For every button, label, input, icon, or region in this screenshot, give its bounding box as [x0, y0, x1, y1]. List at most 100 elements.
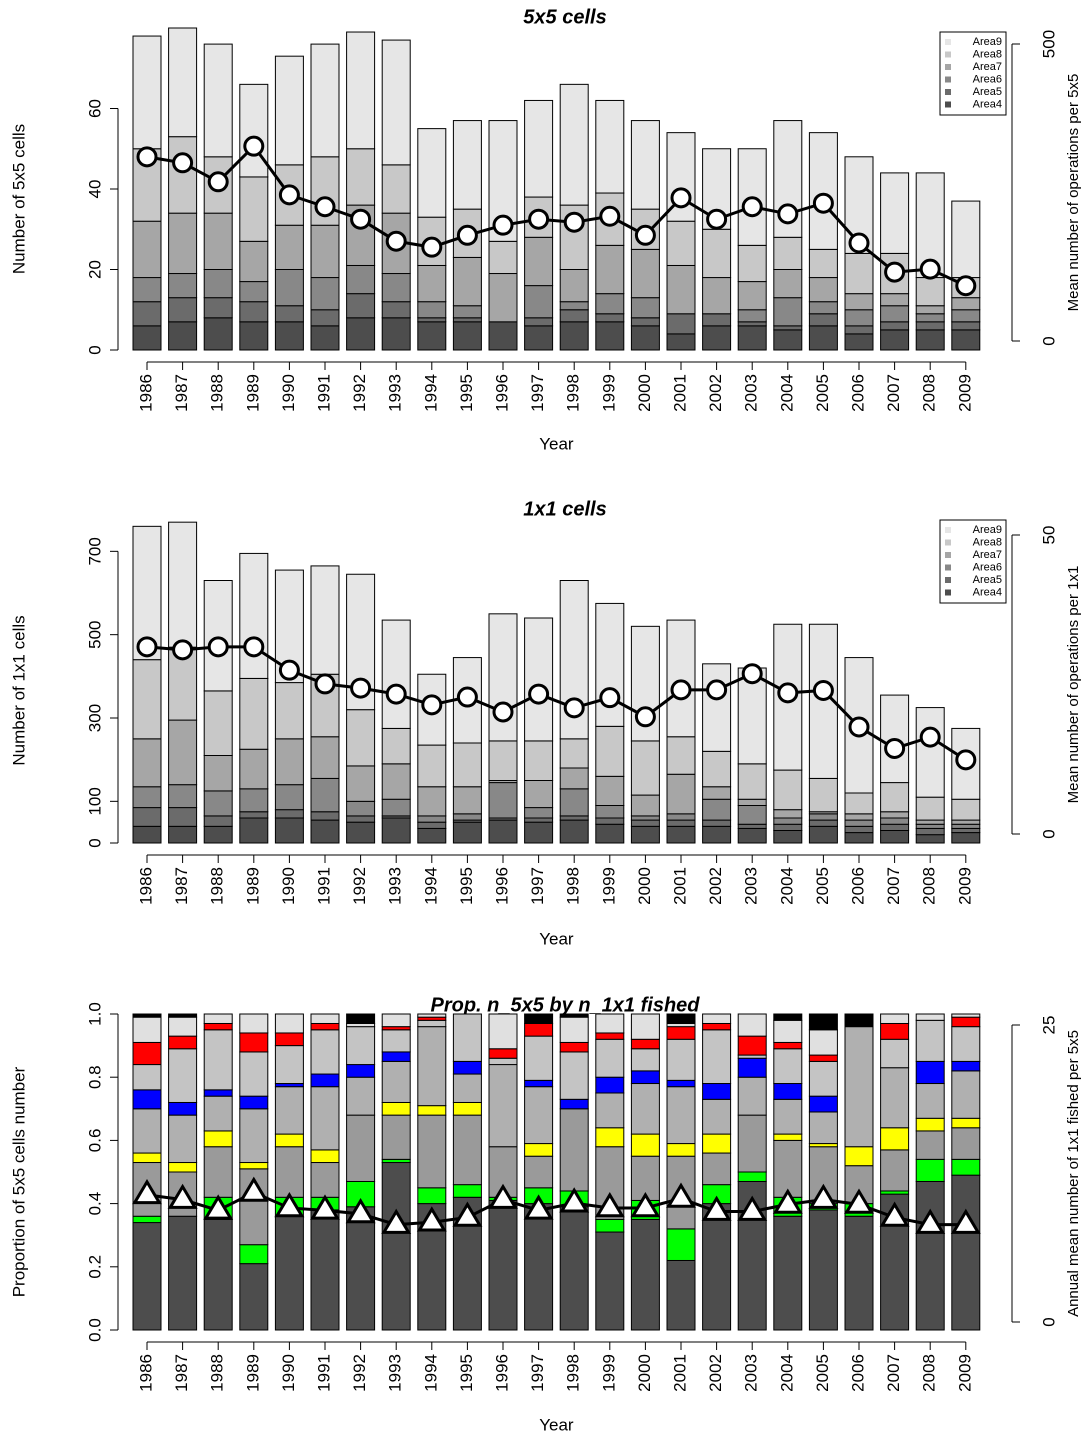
bar-segment: [488, 321, 518, 351]
x-tick-label: 1992: [350, 1354, 369, 1392]
bar-segment: [417, 1019, 447, 1028]
marker: [172, 639, 194, 661]
bar-segment: [630, 317, 660, 327]
bar-segment: [666, 773, 696, 815]
marker: [528, 683, 550, 705]
chart-title: 5x5 cells: [523, 6, 606, 28]
bar-segment: [417, 1026, 447, 1107]
bar-segment: [915, 834, 945, 844]
bar-segment: [488, 819, 518, 844]
bar-segment: [239, 240, 269, 283]
bar-segment: [452, 1184, 482, 1198]
bar-segment: [132, 35, 162, 150]
x-tick-label: 1999: [599, 374, 618, 412]
bar-segment: [844, 1013, 874, 1028]
bar-segment: [702, 1152, 732, 1186]
bar-segment: [559, 1051, 589, 1100]
marker: [310, 1194, 340, 1220]
bar-segment: [951, 1016, 981, 1028]
bar-segment: [666, 1228, 696, 1261]
bar-segment: [737, 1076, 767, 1116]
bar-segment: [132, 1016, 162, 1043]
bar-segment: [844, 1146, 874, 1167]
bar-segment: [346, 1206, 376, 1331]
bar-segment: [168, 27, 198, 138]
y2-tick-label: 50: [1039, 526, 1058, 545]
bar-segment: [310, 1149, 340, 1164]
bar-segment: [559, 309, 589, 323]
bar-segment: [880, 293, 910, 307]
bar-segment: [808, 777, 838, 813]
bar-segment: [880, 830, 910, 844]
bar-segment: [310, 43, 340, 158]
x-tick-label: 2003: [742, 867, 761, 905]
x-tick-label: 1993: [386, 1354, 405, 1392]
bar-segment: [915, 1060, 945, 1085]
bar-segment: [168, 784, 198, 809]
x-tick-label: 2002: [706, 867, 725, 905]
bar-segment: [559, 1206, 589, 1331]
bar-segment: [346, 1114, 376, 1182]
legend-swatch: [945, 564, 951, 571]
bar-segment: [203, 690, 233, 757]
bar-segment: [808, 132, 838, 250]
bar-segment: [310, 1209, 340, 1331]
x-tick-label: 2004: [777, 374, 796, 412]
bar-segment: [132, 1108, 162, 1154]
bar-segment: [773, 1133, 803, 1141]
bar-segment: [915, 1013, 945, 1021]
bar-segment: [630, 1218, 660, 1331]
bar-segment: [381, 1101, 411, 1116]
bar-segment: [951, 1127, 981, 1160]
bar-segment: [452, 120, 482, 210]
bar-segment: [702, 1013, 732, 1024]
bar-segment: [773, 236, 803, 271]
y-tick-label: 60: [85, 99, 104, 118]
bar-segment: [132, 220, 162, 279]
y-tick-label: 40: [85, 180, 104, 199]
marker: [492, 214, 514, 236]
bar-segment: [595, 817, 625, 825]
bar-segment: [559, 738, 589, 769]
bar-segment: [773, 269, 803, 299]
marker: [706, 679, 728, 701]
bar-segment: [381, 317, 411, 351]
bar-segment: [417, 1187, 447, 1205]
bar-segment: [630, 740, 660, 796]
bar-segment: [168, 1013, 198, 1018]
bar-segment: [666, 264, 696, 315]
y2-tick-label: 0: [1039, 829, 1058, 838]
x-tick-label: 2008: [920, 867, 939, 905]
marker: [456, 224, 478, 246]
legend-box: [939, 519, 1007, 604]
bar-segment: [310, 1073, 340, 1088]
bar-segment: [844, 813, 874, 821]
x-tick-label: 1997: [528, 867, 547, 905]
bar-segment: [880, 1193, 910, 1331]
bar-segment: [595, 1127, 625, 1148]
bar-segment: [132, 1013, 162, 1018]
marker: [136, 636, 158, 658]
bar-segment: [524, 317, 554, 327]
legend-swatch: [945, 64, 951, 70]
marker: [421, 694, 443, 716]
bar-segment: [773, 1215, 803, 1331]
bar-segment: [702, 1098, 732, 1135]
bar-segment: [310, 565, 340, 675]
y-tick-label: 300: [85, 704, 104, 732]
bar-segment: [702, 277, 732, 315]
y-tick-label: 0.8: [85, 1065, 104, 1089]
bar-segment: [559, 269, 589, 303]
x-tick-label: 1987: [172, 867, 191, 905]
marker: [203, 1194, 234, 1220]
y-axis-title: Number of 5x5 cells: [9, 124, 28, 274]
bar-segment: [310, 1162, 340, 1198]
marker: [132, 1178, 162, 1205]
bar-segment: [203, 1130, 233, 1148]
legend-swatch: [945, 39, 951, 45]
marker: [274, 1192, 305, 1218]
marker: [848, 716, 870, 738]
bar-segment: [702, 1203, 732, 1331]
bar-segment: [274, 738, 304, 786]
